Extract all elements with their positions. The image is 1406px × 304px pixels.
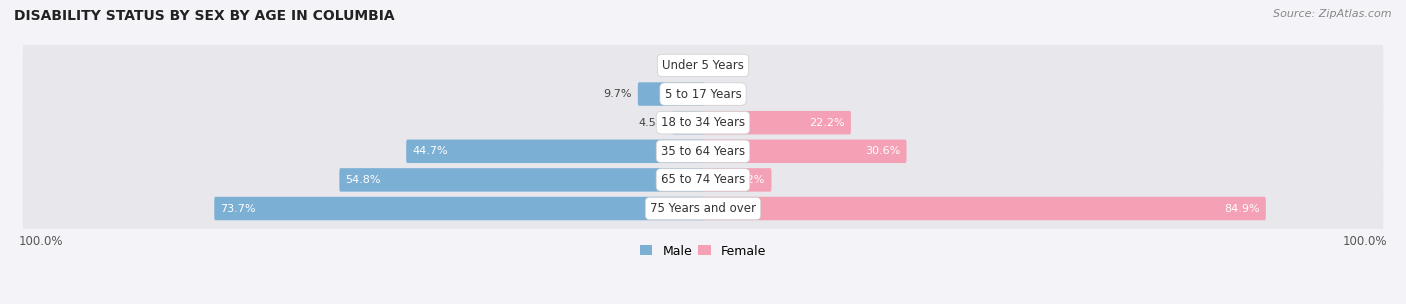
Text: Source: ZipAtlas.com: Source: ZipAtlas.com xyxy=(1274,9,1392,19)
FancyBboxPatch shape xyxy=(339,168,704,192)
FancyBboxPatch shape xyxy=(22,145,1384,215)
Text: 35 to 64 Years: 35 to 64 Years xyxy=(661,145,745,158)
Text: 0.0%: 0.0% xyxy=(710,89,738,99)
FancyBboxPatch shape xyxy=(22,31,1384,100)
FancyBboxPatch shape xyxy=(22,174,1384,243)
FancyBboxPatch shape xyxy=(406,140,704,163)
Text: 44.7%: 44.7% xyxy=(412,146,449,156)
Text: 0.0%: 0.0% xyxy=(710,60,738,71)
FancyBboxPatch shape xyxy=(22,117,1384,186)
Text: 10.2%: 10.2% xyxy=(730,175,765,185)
Text: 22.2%: 22.2% xyxy=(808,118,845,128)
Text: 73.7%: 73.7% xyxy=(221,203,256,213)
FancyBboxPatch shape xyxy=(672,111,704,134)
FancyBboxPatch shape xyxy=(22,88,1384,157)
Text: 75 Years and over: 75 Years and over xyxy=(650,202,756,215)
FancyBboxPatch shape xyxy=(638,82,704,106)
FancyBboxPatch shape xyxy=(214,197,704,220)
Text: 54.8%: 54.8% xyxy=(346,175,381,185)
Text: 4.5%: 4.5% xyxy=(638,118,666,128)
FancyBboxPatch shape xyxy=(702,168,772,192)
FancyBboxPatch shape xyxy=(702,140,907,163)
Text: 18 to 34 Years: 18 to 34 Years xyxy=(661,116,745,129)
Text: DISABILITY STATUS BY SEX BY AGE IN COLUMBIA: DISABILITY STATUS BY SEX BY AGE IN COLUM… xyxy=(14,9,395,23)
Text: 9.7%: 9.7% xyxy=(603,89,633,99)
Text: 0.0%: 0.0% xyxy=(668,60,696,71)
Text: 5 to 17 Years: 5 to 17 Years xyxy=(665,88,741,101)
FancyBboxPatch shape xyxy=(702,197,1265,220)
FancyBboxPatch shape xyxy=(702,111,851,134)
Legend: Male, Female: Male, Female xyxy=(636,240,770,263)
Text: 65 to 74 Years: 65 to 74 Years xyxy=(661,173,745,186)
Text: 30.6%: 30.6% xyxy=(865,146,900,156)
Text: 84.9%: 84.9% xyxy=(1223,203,1260,213)
FancyBboxPatch shape xyxy=(22,59,1384,129)
Text: Under 5 Years: Under 5 Years xyxy=(662,59,744,72)
